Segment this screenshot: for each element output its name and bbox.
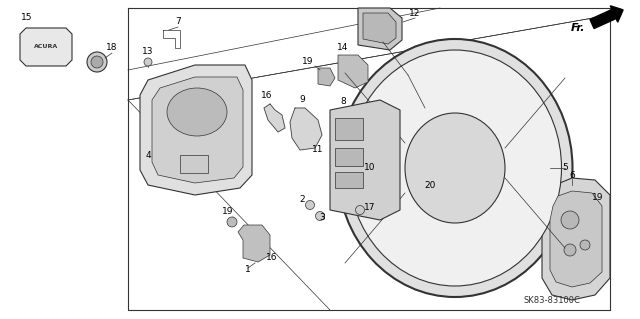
- Text: 18: 18: [106, 43, 118, 53]
- Text: 4: 4: [145, 151, 151, 160]
- Text: 11: 11: [312, 145, 324, 154]
- Text: 10: 10: [364, 164, 376, 173]
- Ellipse shape: [405, 113, 505, 223]
- Polygon shape: [542, 178, 610, 300]
- Text: 19: 19: [222, 207, 234, 217]
- Text: 1: 1: [245, 265, 251, 275]
- Text: 2: 2: [299, 196, 305, 204]
- Text: 19: 19: [592, 194, 604, 203]
- Ellipse shape: [227, 217, 237, 227]
- Ellipse shape: [144, 58, 152, 66]
- Polygon shape: [338, 55, 368, 88]
- Ellipse shape: [349, 50, 561, 286]
- Polygon shape: [140, 65, 252, 195]
- Ellipse shape: [337, 39, 573, 297]
- Polygon shape: [20, 28, 72, 66]
- Polygon shape: [264, 104, 285, 132]
- Polygon shape: [152, 77, 243, 183]
- Polygon shape: [550, 191, 602, 287]
- Text: SK83-83100C: SK83-83100C: [523, 296, 580, 305]
- Ellipse shape: [580, 240, 590, 250]
- Text: 16: 16: [261, 91, 273, 100]
- Polygon shape: [363, 13, 396, 44]
- Bar: [335, 172, 363, 188]
- Text: 15: 15: [21, 13, 33, 23]
- Text: 20: 20: [424, 181, 436, 189]
- Text: 9: 9: [299, 95, 305, 105]
- FancyArrow shape: [590, 6, 623, 29]
- Polygon shape: [290, 108, 322, 150]
- Text: 14: 14: [337, 43, 349, 53]
- Ellipse shape: [87, 52, 107, 72]
- Bar: [180, 155, 208, 173]
- Ellipse shape: [305, 201, 314, 210]
- Ellipse shape: [355, 205, 365, 214]
- Ellipse shape: [91, 56, 103, 68]
- Text: 17: 17: [364, 204, 376, 212]
- Text: Fr.: Fr.: [570, 23, 585, 33]
- Polygon shape: [330, 100, 400, 220]
- Text: 8: 8: [340, 98, 346, 107]
- Text: 19: 19: [302, 57, 314, 66]
- Ellipse shape: [316, 211, 324, 220]
- Bar: [335, 148, 363, 166]
- Ellipse shape: [167, 88, 227, 136]
- Ellipse shape: [564, 244, 576, 256]
- Text: 16: 16: [266, 254, 278, 263]
- Ellipse shape: [561, 211, 579, 229]
- Text: 5: 5: [562, 164, 568, 173]
- Text: 3: 3: [319, 213, 325, 222]
- Polygon shape: [358, 8, 402, 50]
- Text: ACURA: ACURA: [34, 44, 58, 49]
- Polygon shape: [238, 225, 270, 262]
- Text: 12: 12: [410, 10, 420, 19]
- Text: 13: 13: [142, 48, 154, 56]
- Polygon shape: [318, 68, 335, 86]
- Text: 7: 7: [175, 18, 181, 26]
- Bar: [335, 118, 363, 140]
- Text: 6: 6: [569, 170, 575, 180]
